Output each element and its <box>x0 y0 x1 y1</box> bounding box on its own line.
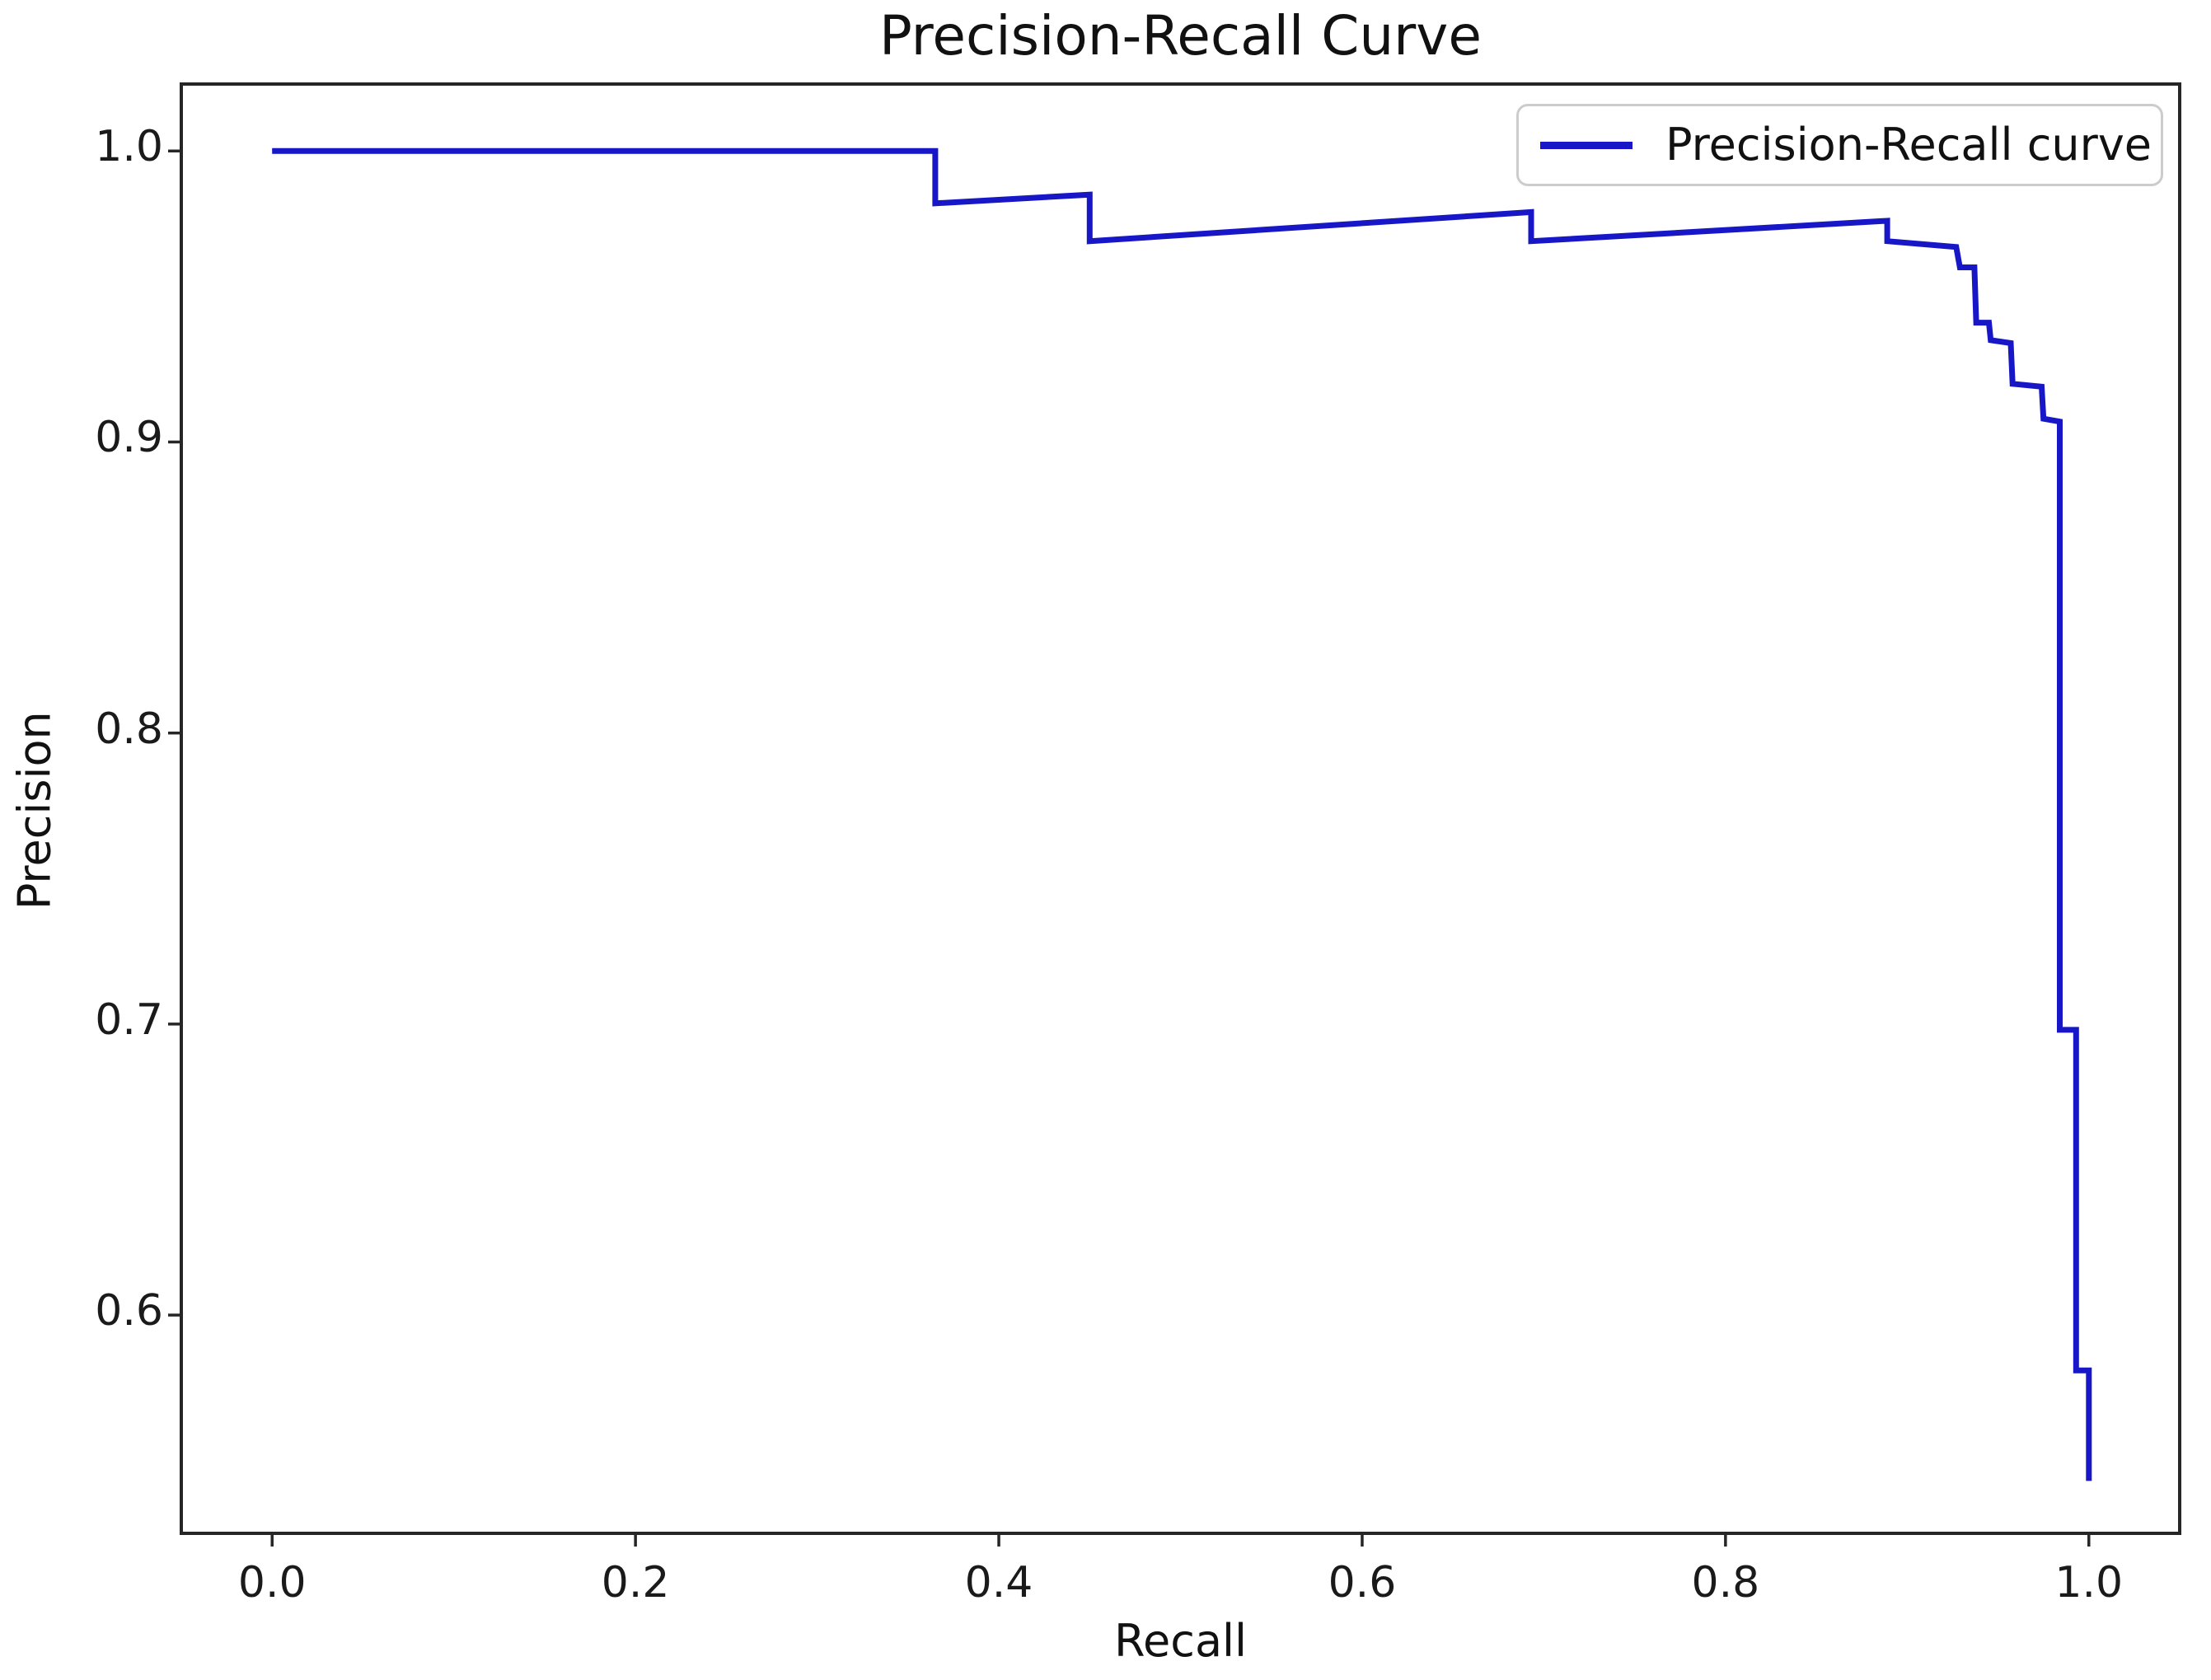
y-tick-label: 0.7 <box>95 994 163 1045</box>
legend: Precision-Recall curve <box>1516 104 2163 186</box>
x-axis-label: Recall <box>1113 1615 1248 1667</box>
y-tick-label: 0.6 <box>95 1286 163 1336</box>
legend-line-swatch <box>1540 141 1632 149</box>
x-tick-label: 0.0 <box>237 1558 307 1607</box>
legend-label: Precision-Recall curve <box>1665 119 2152 171</box>
axes-frame <box>180 82 2181 1535</box>
y-tick-label: 1.0 <box>95 122 163 172</box>
y-tick-label: 0.8 <box>95 704 163 754</box>
x-tick-label: 0.4 <box>964 1558 1033 1607</box>
chart-title: Precision-Recall Curve <box>879 4 1482 68</box>
x-tick-label: 0.2 <box>601 1558 670 1607</box>
x-tick-label: 0.8 <box>1691 1558 1760 1607</box>
x-tick-label: 0.6 <box>1328 1558 1397 1607</box>
precision-recall-line <box>272 147 2092 1481</box>
x-tick-label: 1.0 <box>2054 1558 2124 1607</box>
y-tick-label: 0.9 <box>95 413 163 463</box>
